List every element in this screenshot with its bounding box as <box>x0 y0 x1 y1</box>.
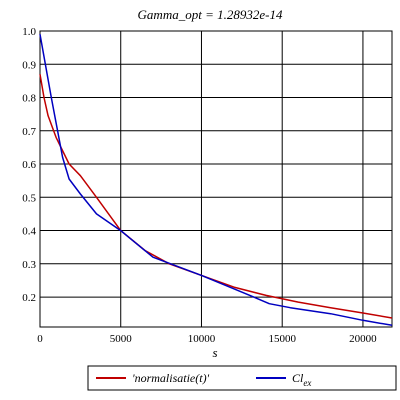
x-tick-label: 0 <box>37 333 43 345</box>
y-tick-label: 0.9 <box>22 59 36 71</box>
x-tick-label: 5000 <box>110 333 133 345</box>
plot-frame <box>39 30 393 328</box>
y-tick-label: 0.3 <box>22 259 36 271</box>
x-tick-label: 10000 <box>188 333 216 345</box>
legend: 'normalisatie(t)' Clex <box>87 365 397 391</box>
x-axis-label: s <box>212 345 217 360</box>
x-tick-label: 20000 <box>349 333 377 345</box>
y-tick-label: 0.6 <box>22 159 36 171</box>
y-tick-label: 0.7 <box>22 126 36 138</box>
y-tick-label: 1.0 <box>22 26 36 38</box>
y-tick-label: 0.8 <box>22 93 36 105</box>
legend-box <box>87 365 397 391</box>
x-axis-ticks: 0 5000 10000 15000 20000 <box>37 333 377 345</box>
grid <box>39 30 392 327</box>
series-lines <box>39 34 393 327</box>
legend-label-subscript: ex <box>303 378 311 388</box>
y-tick-label: 0.5 <box>22 192 36 204</box>
chart-title: Gamma_opt = 1.28932e-14 <box>138 7 283 22</box>
x-tick-label: 15000 <box>268 333 296 345</box>
y-tick-label: 0.4 <box>22 226 36 238</box>
y-axis-ticks: 0.2 0.3 0.4 0.5 0.6 0.7 0.8 0.9 1.0 <box>22 26 36 304</box>
legend-label-1: 'normalisatie(t)' <box>132 371 210 385</box>
series-line-2 <box>39 34 393 327</box>
y-tick-label: 0.2 <box>22 292 36 304</box>
